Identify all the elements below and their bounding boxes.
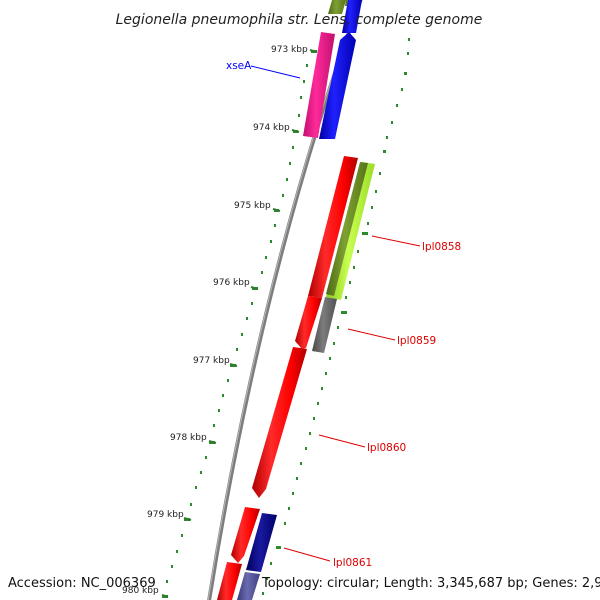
- accession-text: Accession: NC_006369: [8, 576, 156, 591]
- tick-mark-974: [291, 129, 300, 133]
- tick-label-977: 977 kbp: [193, 356, 230, 366]
- cds-red-d: [231, 507, 260, 563]
- cds-navy: [246, 513, 277, 572]
- tick-label-976: 976 kbp: [213, 278, 250, 288]
- gene-label-lpl0861: lpl0861: [333, 557, 372, 569]
- topology-text: Topology: circular; Length: 3,345,687 bp…: [261, 576, 600, 591]
- tick-label-979: 979 kbp: [147, 510, 184, 520]
- kbp-ruler: 973 kbp 974 kbp 975 kbp 976 kbp 977 kbp …: [122, 45, 318, 598]
- cds-red-a: [308, 156, 358, 298]
- tick-mark-978: [208, 440, 217, 444]
- leader-line-lpl0860: [318, 434, 366, 448]
- cds-pink: [303, 32, 335, 138]
- cds-forward-strand: [237, 0, 375, 600]
- tick-label-974: 974 kbp: [253, 123, 290, 133]
- gene-labels: xseA lpl0858 lpl0859 lpl0860 lpl0861: [226, 60, 461, 569]
- cds-slate: [237, 572, 260, 600]
- cds-olive-rev-top: [328, 0, 346, 14]
- leader-line-lpl0859: [347, 328, 396, 341]
- cds-gray: [312, 297, 337, 353]
- tick-mark-973: [309, 49, 318, 53]
- gene-label-lpl0860: lpl0860: [367, 442, 406, 454]
- cds-reverse-strand: [217, 0, 358, 600]
- tick-mark-980: [161, 594, 169, 598]
- tick-label-973: 973 kbp: [271, 45, 308, 55]
- tick-label-975: 975 kbp: [234, 201, 271, 211]
- tick-mark-976: [250, 286, 259, 290]
- tick-label-980: 980 kbp: [122, 586, 159, 596]
- cds-red-e: [217, 562, 242, 600]
- cds-red-b: [295, 296, 322, 349]
- leader-line-xsea: [250, 65, 301, 79]
- gene-label-lpl0858: lpl0858: [422, 241, 461, 253]
- tick-mark-975: [272, 208, 281, 212]
- tick-mark-979: [183, 517, 192, 521]
- gc-dots-outer: [262, 38, 410, 595]
- cds-olive: [326, 162, 368, 296]
- leader-line-lpl0858: [371, 235, 421, 247]
- gene-label-xsea: xseA: [226, 60, 252, 72]
- cds-blue-xsea: [319, 32, 356, 139]
- tick-label-978: 978 kbp: [170, 433, 207, 443]
- leader-line-lpl0861: [283, 547, 331, 562]
- cds-blue-top: [342, 0, 362, 33]
- map-title: Legionella pneumophila str. Lens, comple…: [116, 12, 483, 28]
- tick-mark-977: [229, 363, 238, 367]
- cds-red-c: [252, 347, 307, 498]
- gc-dots-inner: [162, 50, 317, 598]
- gene-label-lpl0859: lpl0859: [397, 335, 436, 347]
